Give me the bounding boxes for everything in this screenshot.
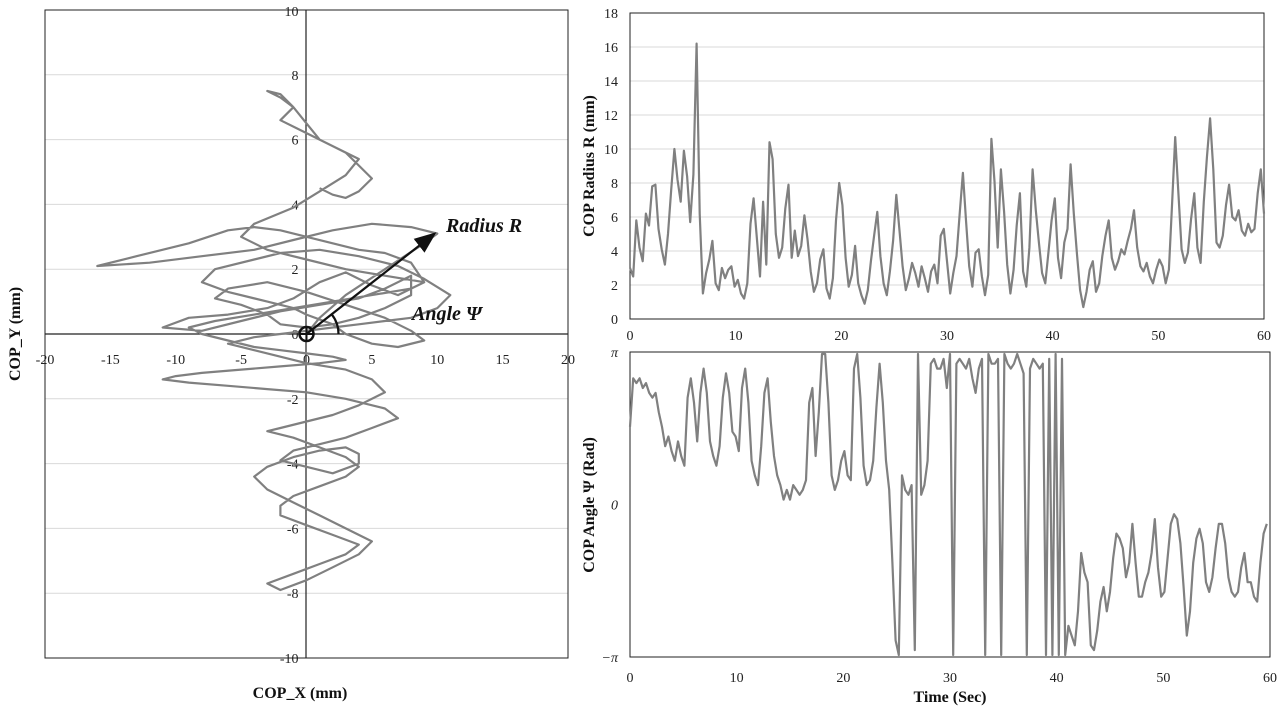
angle-x-tick-1: 10 — [730, 671, 744, 686]
radius-y-tick-3: 6 — [611, 211, 618, 226]
trajectory-x-tick-6: 10 — [430, 353, 444, 368]
trajectory-y-tick-2: 6 — [292, 134, 299, 149]
trajectory-y-tick-9: -8 — [287, 587, 299, 602]
radius-x-tick-1: 10 — [729, 329, 743, 344]
trajectory-y-label: COP_Y (mm) — [7, 287, 24, 381]
cop-angle-chart: 0 10 20 30 40 50 60 π 0 −π Time (Sec) COP Angle … — [581, 346, 1277, 706]
trajectory-y-tick-8: -6 — [287, 522, 299, 537]
radius-arrow — [305, 232, 437, 335]
angle-x-tick-0: 0 — [627, 671, 634, 686]
trajectory-x-tick-4: 0 — [303, 353, 310, 368]
radius-y-tick-1: 2 — [611, 279, 618, 294]
radius-y-tick-8: 16 — [604, 41, 618, 56]
radius-y-tick-2: 4 — [611, 245, 618, 260]
cop-radius-chart: 0 10 20 30 40 50 60 0 2 4 6 8 10 12 14 16 18 COP Radius… — [581, 7, 1271, 344]
trajectory-x-ticks: -20 -15 -10 -5 0 5 10 15 20 — [36, 353, 575, 368]
angle-y-label: COP Angle Ψ (Rad) — [581, 437, 598, 573]
angle-x-tick-5: 50 — [1156, 671, 1170, 686]
trajectory-x-label: COP_X (mm) — [253, 685, 348, 702]
trajectory-y-tick-7: -4 — [287, 458, 299, 473]
trajectory-y-tick-5: 0 — [292, 328, 299, 343]
trajectory-x-tick-3: -5 — [235, 353, 247, 368]
radius-y-label: COP Radius R (mm) — [581, 95, 598, 237]
radius-series-line — [628, 42, 1266, 309]
trajectory-x-tick-1: -15 — [101, 353, 120, 368]
angle-annotation: Angle Ψ — [410, 303, 484, 325]
angle-x-ticks: 0 10 20 30 40 50 60 — [627, 671, 1278, 686]
radius-y-tick-9: 18 — [604, 7, 618, 22]
trajectory-y-tick-4: 2 — [292, 263, 299, 278]
angle-x-tick-3: 30 — [943, 671, 957, 686]
angle-series-line — [628, 352, 1268, 657]
trajectory-y-tick-10: -10 — [280, 652, 299, 667]
angle-x-tick-2: 20 — [836, 671, 850, 686]
radius-y-tick-7: 14 — [604, 75, 618, 90]
radius-plot-frame — [629, 12, 1265, 320]
trajectory-x-tick-8: 20 — [561, 353, 575, 368]
radius-x-tick-0: 0 — [627, 329, 634, 344]
angle-y-tick-0: π — [611, 346, 619, 361]
angle-arc — [330, 313, 340, 335]
angle-y-tick-2: −π — [602, 651, 619, 666]
angle-plot-frame — [629, 351, 1271, 658]
trajectory-y-tick-1: 8 — [292, 69, 299, 84]
radius-x-tick-2: 20 — [834, 329, 848, 344]
radius-y-tick-4: 8 — [611, 177, 618, 192]
trajectory-x-tick-5: 5 — [368, 353, 375, 368]
angle-y-tick-1: 0 — [611, 499, 618, 514]
angle-y-ticks: π 0 −π — [602, 346, 619, 666]
radius-y-tick-6: 12 — [604, 109, 618, 124]
trajectory-x-tick-0: -20 — [36, 353, 55, 368]
cop-trajectory-line — [96, 89, 452, 592]
angle-x-label: Time (Sec) — [913, 689, 986, 706]
radius-y-tick-5: 10 — [604, 143, 618, 158]
radius-x-tick-5: 50 — [1151, 329, 1165, 344]
angle-x-tick-4: 40 — [1050, 671, 1064, 686]
trajectory-x-tick-2: -10 — [166, 353, 185, 368]
radius-y-tick-0: 0 — [611, 313, 618, 328]
radius-x-ticks: 0 10 20 30 40 50 60 — [627, 329, 1272, 344]
radius-x-tick-4: 40 — [1046, 329, 1060, 344]
trajectory-y-tick-0: 10 — [285, 5, 299, 20]
trajectory-y-tick-6: -2 — [287, 393, 299, 408]
radius-x-tick-3: 30 — [940, 329, 954, 344]
angle-x-tick-6: 60 — [1263, 671, 1277, 686]
trajectory-x-tick-7: 15 — [496, 353, 510, 368]
radius-y-ticks: 0 2 4 6 8 10 12 14 16 18 — [604, 7, 618, 328]
radius-x-tick-6: 60 — [1257, 329, 1271, 344]
radius-annotation: Radius R — [445, 215, 522, 237]
radius-vector — [298, 232, 437, 343]
